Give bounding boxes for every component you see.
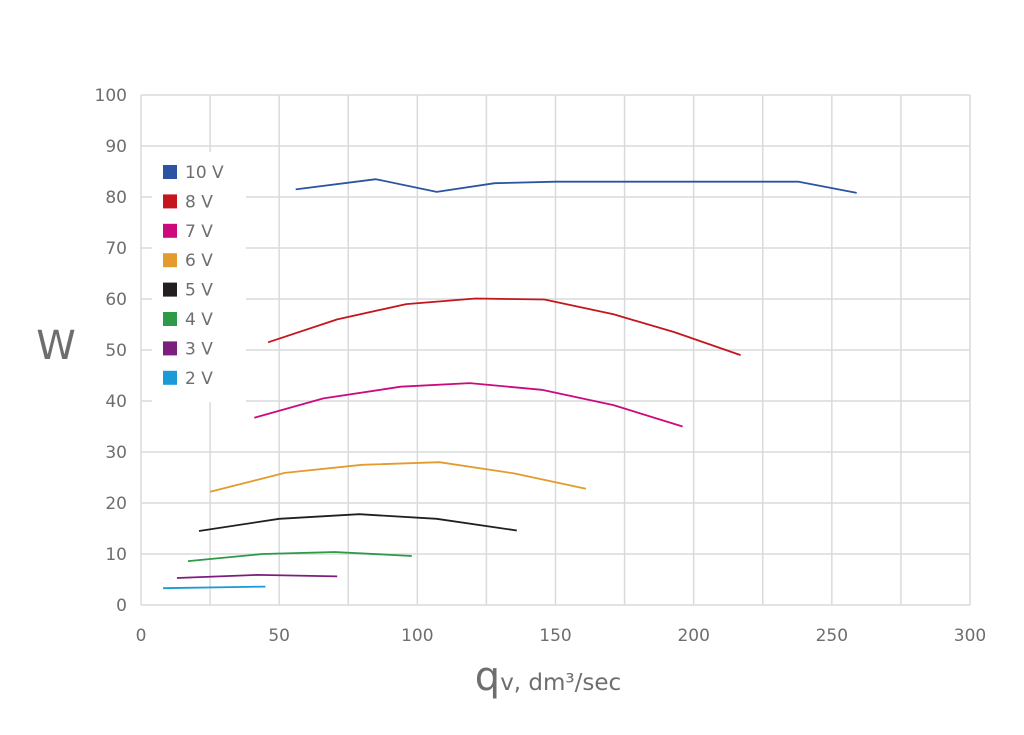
y-tick-label: 40	[105, 392, 127, 412]
series-line-3v	[176, 574, 338, 579]
legend-swatch	[163, 282, 177, 297]
legend-swatch	[163, 312, 177, 326]
y-tick-label: 50	[105, 341, 127, 361]
x-axis-label-symbol: q	[475, 654, 500, 700]
x-tick-label: 0	[136, 626, 147, 646]
y-axis-label: W	[36, 323, 76, 369]
series-line-8v	[267, 297, 741, 356]
series-line-7v	[254, 382, 683, 428]
x-tick-label: 200	[677, 626, 709, 646]
legend-swatch	[163, 370, 177, 385]
legend-label: 7 V	[185, 222, 213, 242]
x-tick-label: 50	[268, 626, 290, 646]
y-tick-label: 100	[95, 86, 127, 106]
legend-background	[152, 152, 246, 402]
legend-label: 4 V	[185, 310, 213, 330]
legend-label: 3 V	[185, 339, 213, 359]
legend-label: 5 V	[185, 281, 213, 301]
y-tick-label: 0	[116, 596, 127, 616]
x-axis-label-rest: v, dm³/sec	[500, 670, 621, 696]
x-axis-ticks: 0 50 100 150 200 250 300	[136, 626, 987, 646]
x-tick-label: 100	[401, 626, 433, 646]
grid	[140, 94, 971, 606]
y-tick-label: 80	[105, 188, 127, 208]
legend-swatch	[163, 223, 177, 238]
y-axis-ticks: 0 10 20 30 40 50 60 70 80 90 100	[95, 86, 127, 616]
legend-label: 2 V	[185, 369, 213, 389]
series-line-5v	[198, 513, 517, 532]
series-lines	[163, 178, 857, 590]
series-line-4v	[187, 551, 412, 562]
y-tick-label: 60	[105, 290, 127, 310]
legend: 10 V 8 V 7 V 6 V 5 V 4 V 3 V 2 V	[152, 152, 246, 402]
legend-swatch	[163, 341, 177, 356]
series-line-10v	[295, 178, 857, 194]
legend-label: 8 V	[185, 192, 213, 212]
legend-swatch	[163, 194, 177, 209]
series-line-2v	[163, 585, 266, 590]
series-line-6v	[209, 461, 587, 493]
legend-swatch	[163, 165, 177, 179]
y-tick-label: 20	[105, 494, 127, 514]
x-tick-label: 150	[539, 626, 571, 646]
x-axis-label: qv, dm³/sec	[475, 654, 621, 700]
y-tick-label: 70	[105, 239, 127, 259]
y-tick-label: 30	[105, 443, 127, 463]
legend-label: 10 V	[185, 163, 224, 183]
legend-swatch	[163, 253, 177, 268]
x-tick-label: 300	[954, 626, 986, 646]
y-tick-label: 10	[105, 545, 127, 565]
legend-label: 6 V	[185, 251, 213, 271]
y-tick-label: 90	[105, 137, 127, 157]
x-tick-label: 250	[816, 626, 848, 646]
